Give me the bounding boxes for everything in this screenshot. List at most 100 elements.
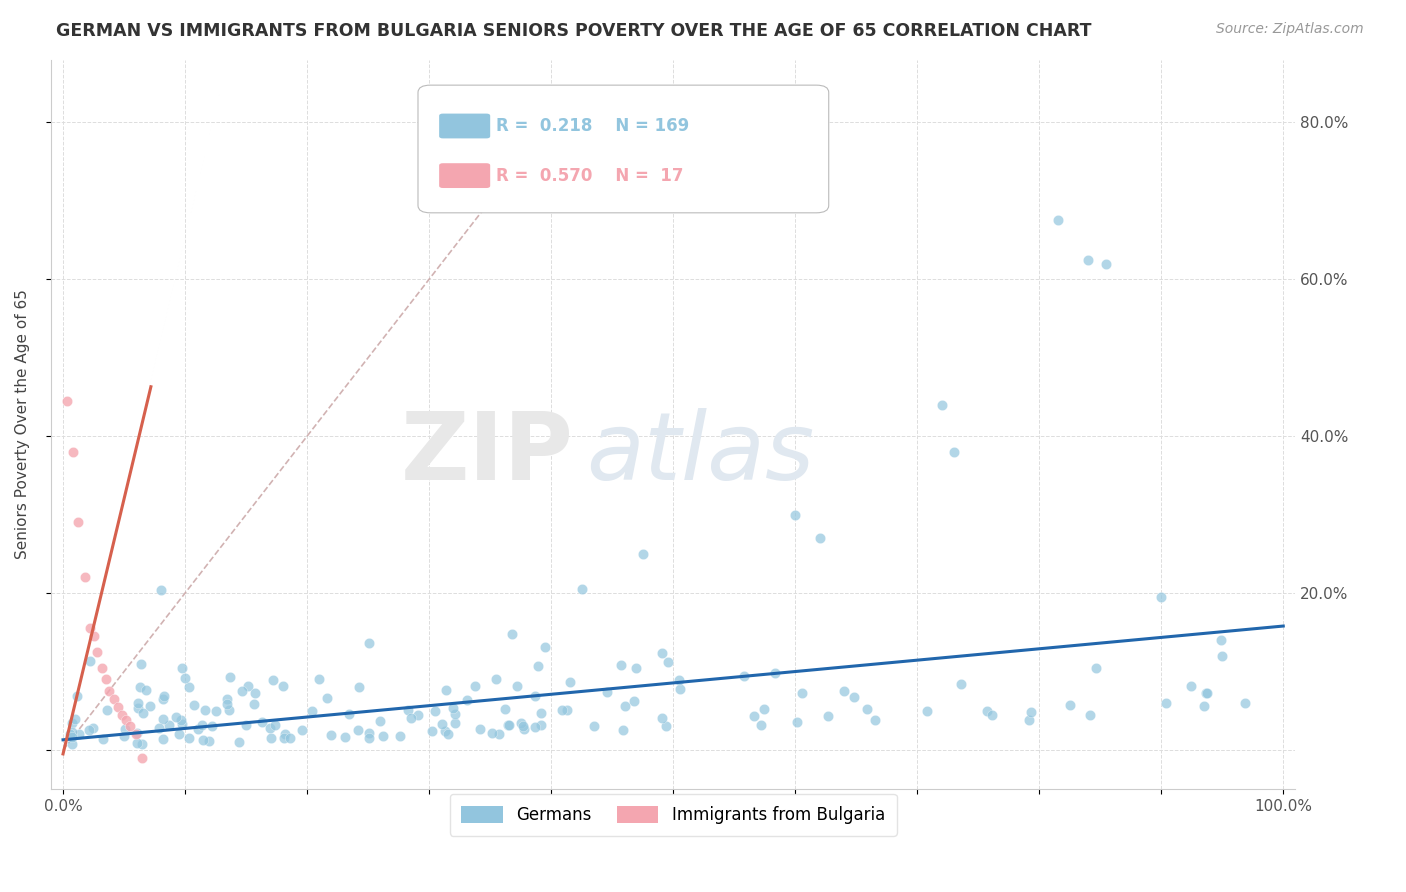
Point	[316, 691, 339, 706]
Point	[443, 716, 465, 731]
Point	[250, 715, 273, 730]
Point	[152, 731, 174, 746]
Point	[441, 701, 464, 715]
Point	[371, 729, 394, 743]
Point	[533, 640, 555, 654]
Point	[1209, 632, 1232, 647]
Text: R =  0.218    N = 169: R = 0.218 N = 169	[496, 117, 690, 135]
Point	[183, 698, 205, 712]
Point	[498, 718, 520, 732]
Point	[1192, 698, 1215, 713]
Point	[172, 717, 194, 731]
Point	[786, 714, 808, 729]
Point	[131, 751, 153, 765]
Point	[347, 723, 370, 738]
Point	[79, 723, 101, 737]
Point	[790, 686, 813, 700]
Point	[190, 718, 212, 732]
Point	[62, 445, 84, 459]
Point	[498, 718, 520, 732]
Point	[125, 726, 148, 740]
Point	[359, 726, 381, 740]
Point	[942, 445, 965, 459]
Point	[62, 730, 84, 744]
Point	[506, 679, 529, 693]
Point	[103, 692, 125, 706]
Point	[157, 718, 180, 732]
Point	[205, 704, 228, 718]
Point	[79, 621, 101, 635]
Point	[613, 699, 636, 714]
Point	[337, 707, 360, 722]
Point	[432, 717, 454, 731]
Point	[980, 708, 1002, 723]
Point	[1018, 713, 1040, 727]
Point	[231, 684, 253, 698]
Point	[245, 686, 267, 700]
Text: atlas: atlas	[586, 409, 814, 500]
Text: Source: ZipAtlas.com: Source: ZipAtlas.com	[1216, 22, 1364, 37]
Point	[359, 636, 381, 650]
Point	[1211, 648, 1233, 663]
Point	[742, 709, 765, 723]
Point	[550, 703, 572, 717]
Point	[530, 706, 553, 721]
Point	[949, 677, 972, 691]
Point	[842, 690, 865, 705]
Point	[129, 657, 152, 671]
Point	[127, 736, 149, 750]
Text: ZIP: ZIP	[401, 408, 574, 500]
Point	[170, 713, 193, 727]
Text: GERMAN VS IMMIGRANTS FROM BULGARIA SENIORS POVERTY OVER THE AGE OF 65 CORRELATIO: GERMAN VS IMMIGRANTS FROM BULGARIA SENIO…	[56, 22, 1091, 40]
Point	[94, 673, 117, 687]
Point	[120, 719, 142, 733]
Point	[651, 646, 673, 660]
Point	[1077, 252, 1099, 267]
Point	[444, 706, 467, 721]
Point	[733, 669, 755, 683]
Point	[131, 737, 153, 751]
Point	[242, 697, 264, 711]
Point	[114, 723, 136, 737]
Point	[60, 737, 83, 751]
Point	[396, 704, 419, 718]
Point	[406, 707, 429, 722]
Point	[263, 718, 285, 732]
Point	[583, 719, 606, 733]
Point	[67, 727, 90, 741]
Point	[91, 660, 114, 674]
Point	[58, 726, 80, 740]
Point	[198, 734, 221, 748]
Point	[228, 734, 250, 748]
Point	[1095, 256, 1118, 270]
Point	[131, 706, 153, 720]
Point	[571, 582, 593, 596]
Point	[1150, 590, 1173, 604]
Point	[468, 722, 491, 736]
Point	[485, 672, 508, 686]
Point	[260, 731, 283, 745]
Point	[91, 732, 114, 747]
Point	[437, 727, 460, 741]
FancyBboxPatch shape	[439, 113, 491, 138]
Point	[749, 718, 772, 732]
Point	[527, 659, 550, 673]
Point	[86, 645, 108, 659]
Point	[610, 658, 633, 673]
FancyBboxPatch shape	[439, 163, 491, 188]
Point	[512, 718, 534, 732]
Point	[596, 685, 619, 699]
Point	[187, 723, 209, 737]
Point	[262, 673, 284, 687]
Point	[434, 682, 457, 697]
FancyBboxPatch shape	[418, 85, 828, 213]
Point	[1046, 213, 1069, 227]
Point	[107, 699, 129, 714]
Point	[456, 692, 478, 706]
Point	[65, 712, 87, 726]
Y-axis label: Seniors Poverty Over the Age of 65: Seniors Poverty Over the Age of 65	[15, 290, 30, 559]
Point	[624, 661, 647, 675]
Point	[301, 704, 323, 718]
Point	[976, 704, 998, 718]
Point	[560, 674, 582, 689]
